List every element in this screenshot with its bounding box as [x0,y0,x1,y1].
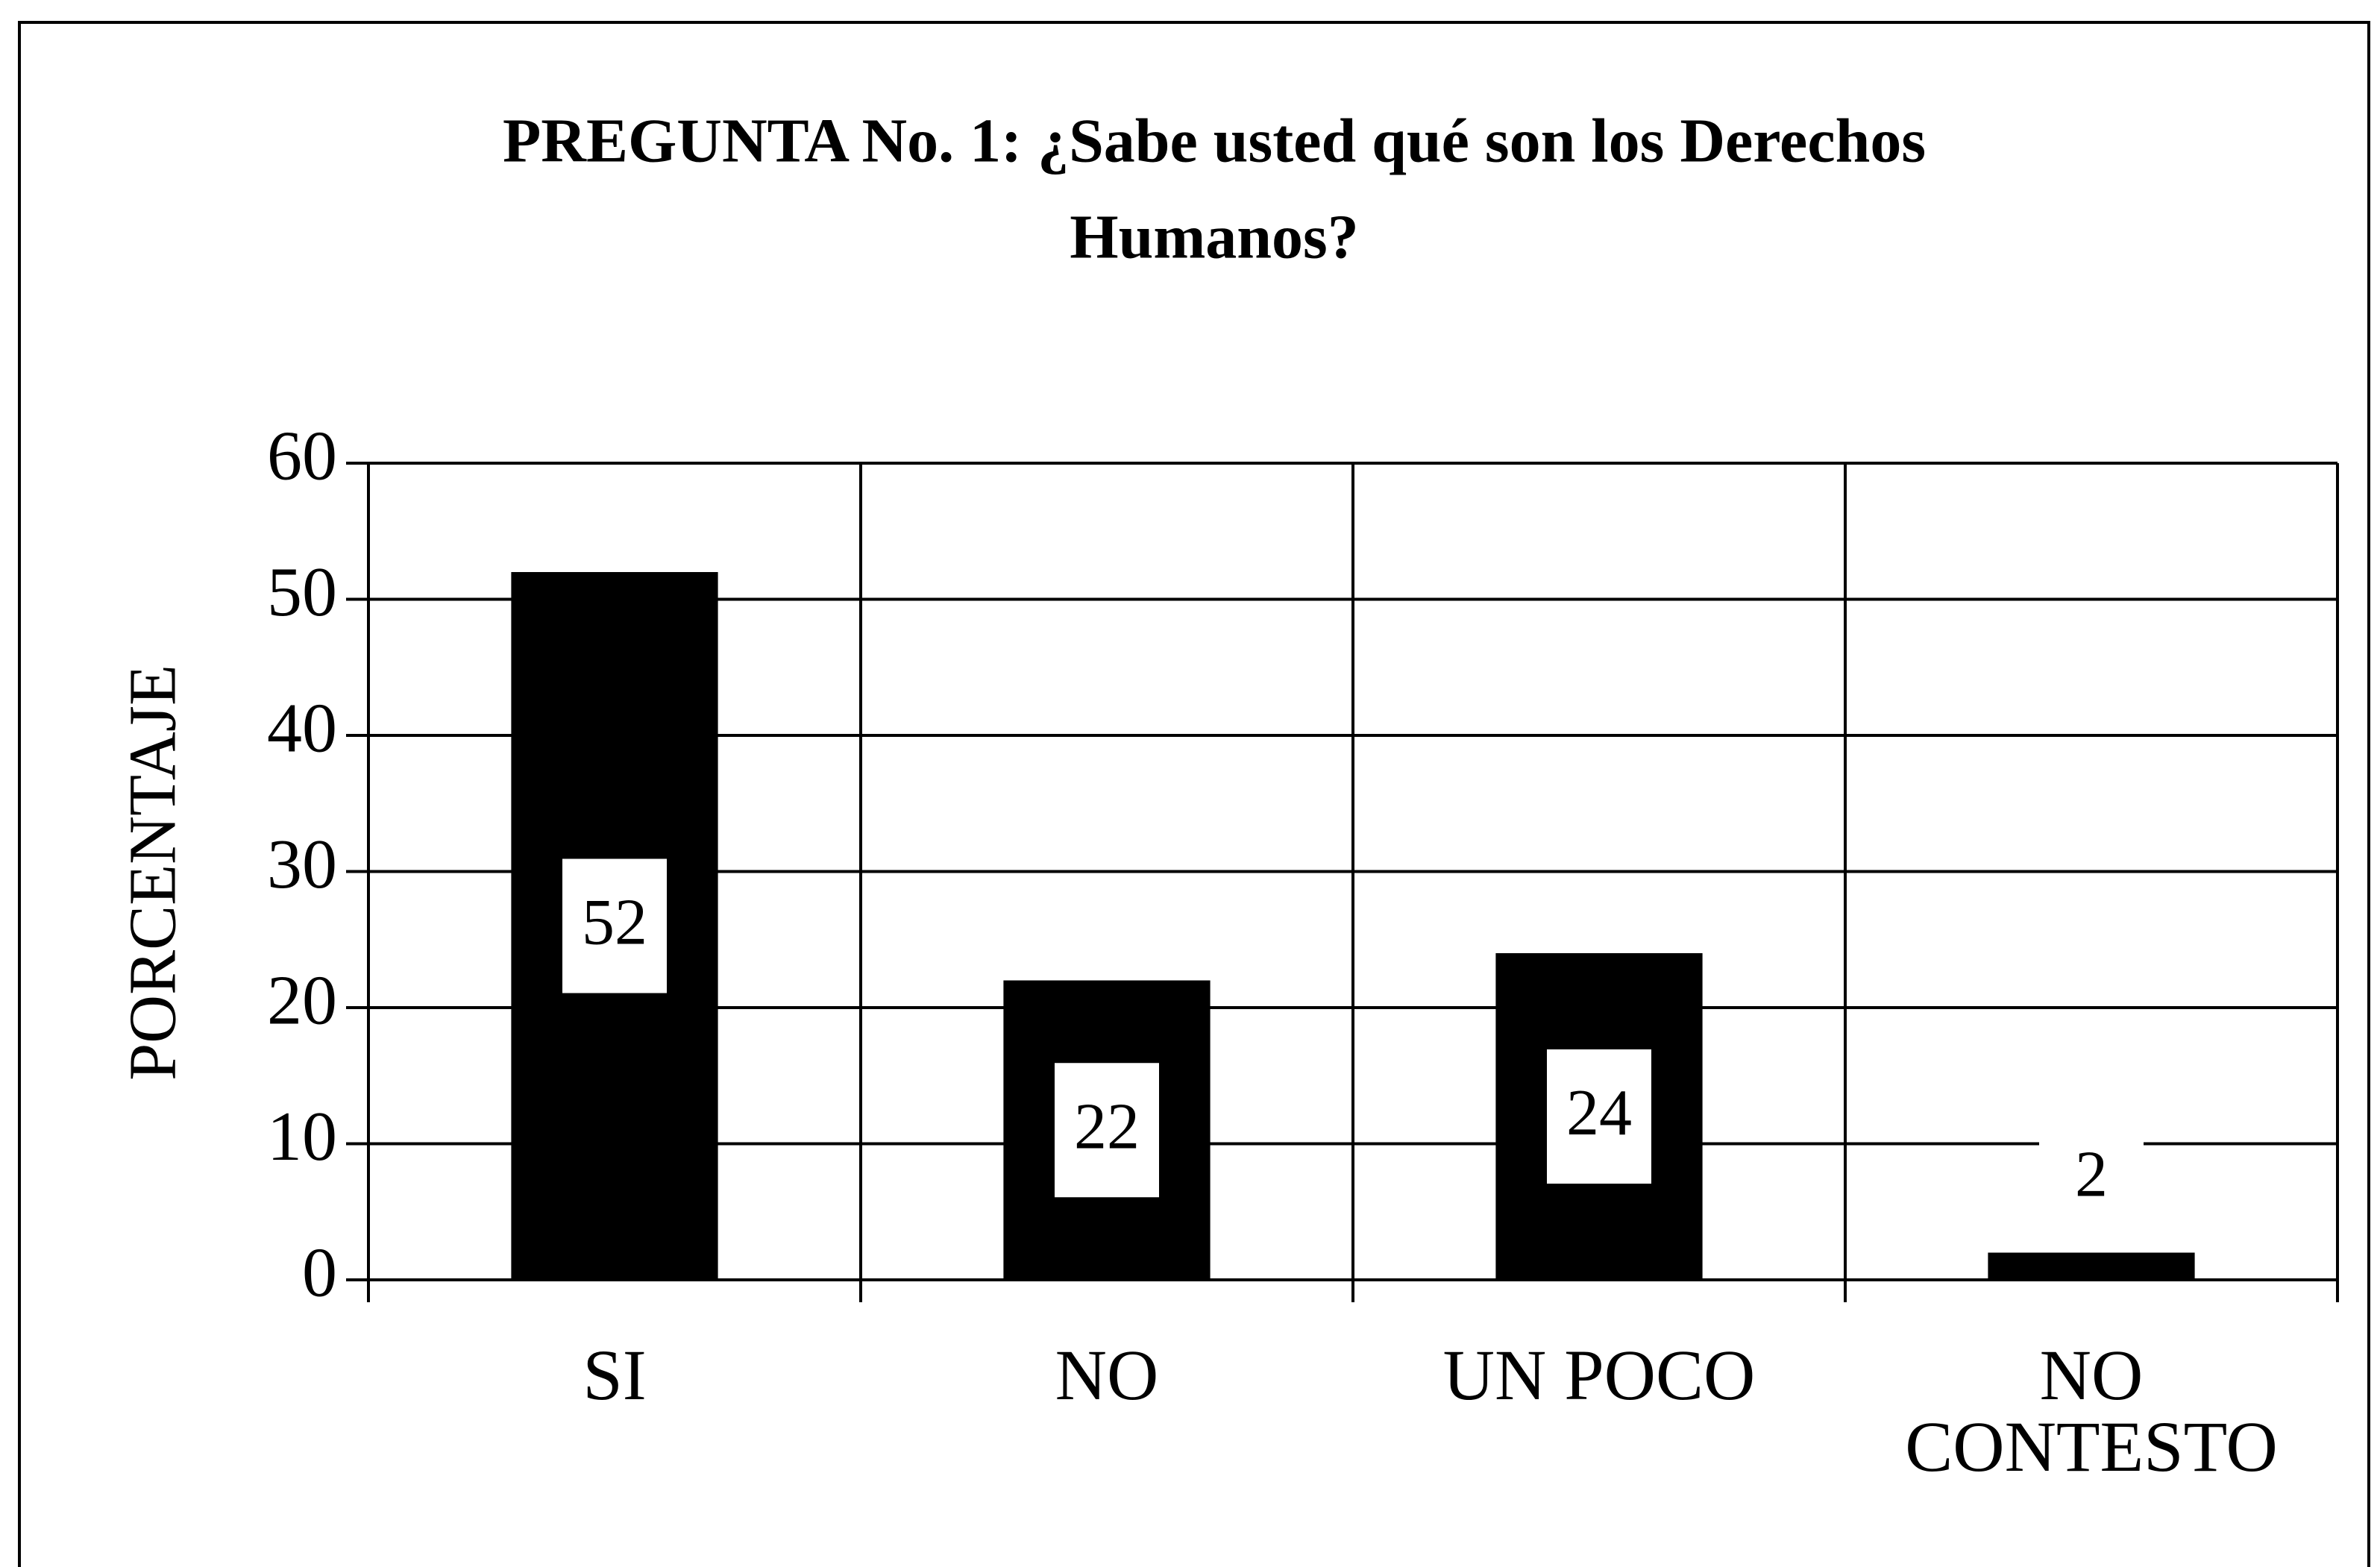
x-tick-label: NO [1055,1335,1159,1415]
data-label-box [562,858,667,993]
x-tick-label: SI [583,1335,647,1415]
data-label-box [1547,1049,1651,1184]
y-tick-label: 0 [302,1234,337,1312]
y-tick-label: 50 [267,553,337,631]
y-axis-label: PORCENTAJE [116,665,190,1081]
data-label: 24 [1566,1077,1632,1149]
data-label: 22 [1074,1090,1140,1163]
x-tick-label: NO CONTESTO [1905,1335,2278,1486]
y-tick-label: 20 [267,962,337,1040]
chart-title: PREGUNTA No. 1: ¿Sabe usted qué son los … [503,106,1926,175]
data-label: 2 [2075,1139,2108,1211]
y-tick-label: 10 [267,1098,337,1175]
data-label: 52 [582,887,647,959]
data-label-box [2039,1111,2144,1246]
data-label-box [1055,1063,1159,1198]
chart-frame [18,21,2370,1567]
y-tick-label: 40 [267,690,337,767]
chart-title: Humanos? [1070,202,1358,271]
bar [1988,1252,2195,1280]
x-tick-label: UN POCO [1442,1335,1756,1415]
y-tick-label: 30 [267,826,337,903]
y-tick-label: 60 [267,418,337,495]
